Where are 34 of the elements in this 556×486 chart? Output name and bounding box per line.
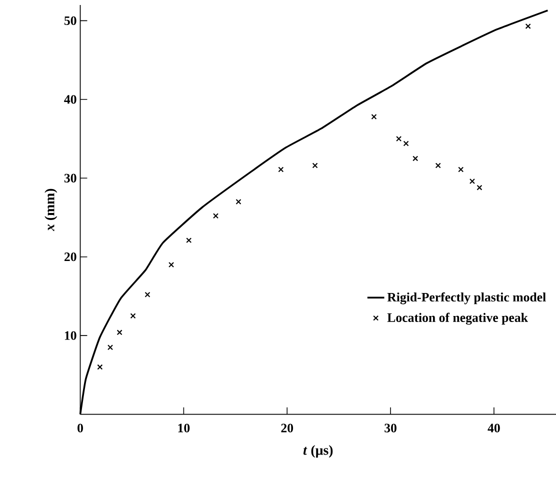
point: [144, 292, 150, 298]
point: [458, 166, 464, 172]
point: [312, 162, 318, 168]
x-tick-label: 0: [78, 424, 83, 433]
y-tick-label: 20: [64, 252, 76, 262]
point: [97, 364, 103, 370]
point: [278, 166, 284, 172]
point: [168, 262, 174, 268]
y-tick-label: 30: [64, 174, 76, 183]
y-tick-label: 50: [64, 16, 76, 26]
point: [212, 213, 219, 219]
point: [186, 238, 192, 244]
point: [412, 156, 418, 162]
x-axis-title: t (µs): [303, 445, 333, 458]
x-tick-label: 10: [178, 424, 190, 433]
x-tick-label: 30: [384, 424, 396, 433]
x-tick-label: 40: [488, 424, 500, 433]
y-axis-title: x (mm): [44, 189, 58, 232]
point: [525, 24, 531, 30]
point: [435, 162, 441, 168]
x-tick-label: 20: [281, 424, 294, 433]
point: [469, 178, 476, 184]
point: [476, 184, 482, 191]
y-tick-label: 10: [64, 331, 76, 340]
point: [371, 114, 377, 120]
point: [107, 344, 114, 350]
y-tick-label: 40: [64, 95, 76, 104]
point: [116, 330, 122, 336]
point: [130, 313, 136, 319]
point: [236, 199, 242, 205]
point: [396, 136, 402, 142]
legend-label: Location of negative peak: [387, 312, 528, 325]
point: [403, 140, 409, 146]
legend-label: Rigid-Perfectly plastic model: [387, 292, 546, 304]
